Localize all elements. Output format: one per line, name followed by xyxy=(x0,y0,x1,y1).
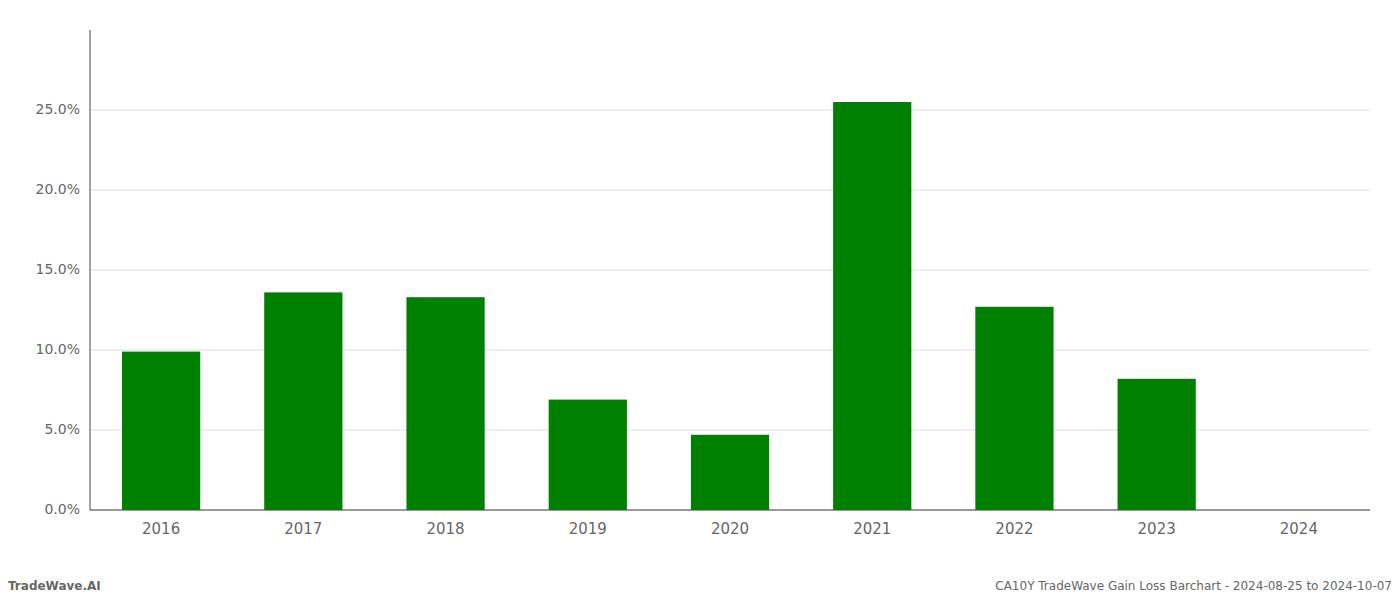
bar xyxy=(122,352,200,510)
x-axis-line xyxy=(90,510,1370,511)
bars xyxy=(122,102,1196,510)
grid-line xyxy=(90,110,1370,111)
footer-annotation: CA10Y TradeWave Gain Loss Barchart - 202… xyxy=(995,579,1392,593)
y-tick-label: 20.0% xyxy=(36,181,80,197)
bar xyxy=(691,435,769,510)
y-axis-line xyxy=(90,30,91,510)
y-tick-label: 10.0% xyxy=(36,341,80,357)
chart-svg: 0.0% 5.0% 10.0% 15.0% 20.0% 25.0% 2016 2017 2018… xyxy=(0,0,1400,600)
grid-line xyxy=(90,190,1370,191)
x-axis-labels: 2016 2017 2018 2019 2020 2021 2022 2023 2024 xyxy=(142,520,1318,538)
x-tick-label: 2020 xyxy=(711,520,749,538)
x-tick-label: 2023 xyxy=(1138,520,1176,538)
annotations: TradeWave.AI CA10Y TradeWave Gain Loss Ba… xyxy=(8,579,1392,593)
footer-annotation: TradeWave.AI xyxy=(8,579,101,593)
y-axis-labels: 0.0% 5.0% 10.0% 15.0% 20.0% 25.0% xyxy=(36,101,80,517)
bar xyxy=(975,307,1053,510)
y-tick-label: 0.0% xyxy=(44,501,80,517)
x-tick-label: 2021 xyxy=(853,520,891,538)
page: {"chart_data": {"type": "bar", "categori… xyxy=(0,0,1400,600)
y-tick-label: 25.0% xyxy=(36,101,80,117)
grid-line xyxy=(90,270,1370,271)
bar xyxy=(549,400,627,510)
bar xyxy=(406,297,484,510)
y-tick-label: 15.0% xyxy=(36,261,80,277)
x-tick-label: 2016 xyxy=(142,520,180,538)
bar xyxy=(264,292,342,510)
x-tick-label: 2019 xyxy=(569,520,607,538)
x-tick-label: 2024 xyxy=(1280,520,1318,538)
x-tick-label: 2022 xyxy=(995,520,1033,538)
x-tick-label: 2017 xyxy=(284,520,322,538)
grid xyxy=(90,110,1370,510)
x-tick-label: 2018 xyxy=(426,520,464,538)
y-tick-label: 5.0% xyxy=(44,421,80,437)
bar xyxy=(1118,379,1196,510)
chart-container: 0.0% 5.0% 10.0% 15.0% 20.0% 25.0% 2016 2017 2018… xyxy=(0,0,1400,600)
axes xyxy=(90,30,1370,510)
grid-line xyxy=(90,510,1370,511)
bar xyxy=(833,102,911,510)
